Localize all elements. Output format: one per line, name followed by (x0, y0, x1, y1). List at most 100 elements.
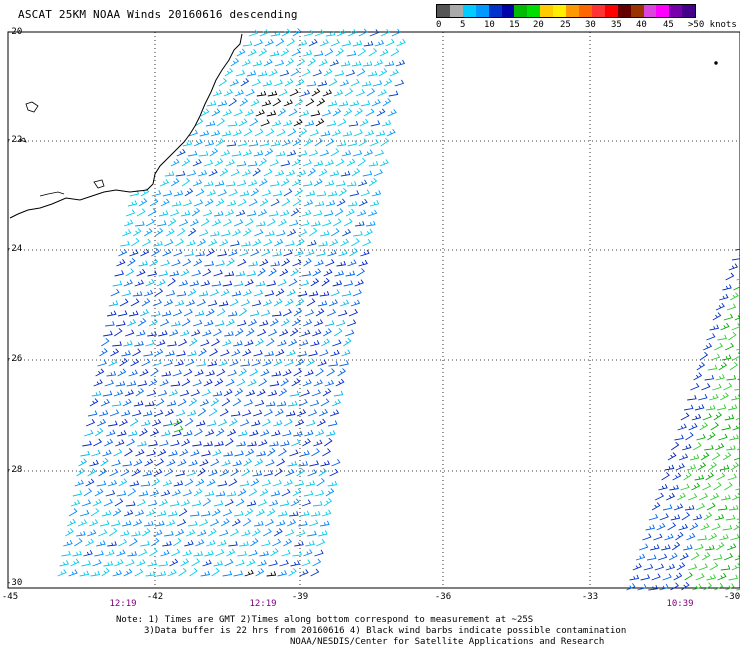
wind-barb (236, 48, 246, 57)
wind-barb (302, 49, 313, 57)
wind-barb (221, 230, 231, 237)
wind-barb (109, 409, 120, 417)
wind-barb (658, 483, 668, 491)
wind-barb (209, 348, 219, 357)
wind-barb (266, 508, 276, 517)
wind-barb (220, 288, 230, 297)
wind-barb (327, 249, 337, 257)
wind-barb (304, 369, 314, 377)
wind-barb (688, 423, 698, 431)
wind-barb (169, 418, 180, 426)
wind-barb (83, 549, 93, 557)
wind-barb (325, 488, 335, 497)
wind-barb (208, 238, 218, 247)
wind-barb (651, 502, 661, 511)
wind-barb (180, 210, 191, 217)
wind-barb (233, 570, 244, 577)
wind-barb (203, 378, 213, 387)
wind-barb (366, 88, 376, 97)
wind-barb (96, 418, 107, 427)
wind-barb (263, 238, 273, 247)
wind-barb (356, 268, 366, 277)
wind-barb (186, 469, 196, 477)
wind-barb (138, 428, 148, 437)
wind-barb (153, 468, 163, 477)
wind-barb (145, 278, 155, 287)
wind-barb (265, 230, 275, 237)
wind-barb (142, 410, 153, 417)
wind-barb (294, 98, 304, 107)
wind-barb (250, 478, 260, 487)
wind-barb (303, 258, 312, 267)
wind-barb (255, 568, 265, 577)
wind-barb (153, 240, 163, 247)
wind-barb (180, 329, 190, 337)
wind-barb (115, 439, 125, 447)
wind-barb (211, 338, 220, 347)
wind-barb (347, 140, 358, 147)
wind-barb (301, 209, 312, 217)
colorbar-label: 25 (560, 20, 571, 30)
wind-barb (367, 70, 378, 77)
wind-barb (151, 419, 162, 427)
wind-barb (268, 559, 278, 567)
wind-barb (219, 468, 229, 477)
wind-barb (705, 544, 715, 551)
wind-barb (329, 468, 339, 477)
wind-barb (128, 430, 138, 437)
wind-barb (189, 337, 198, 347)
wind-barb (723, 313, 734, 321)
wind-barb (280, 378, 290, 387)
wind-barb (373, 59, 383, 67)
wind-barb (122, 460, 133, 467)
wind-barb (256, 90, 267, 97)
wind-barb (299, 279, 310, 287)
wind-barb (217, 100, 228, 107)
wind-barb (353, 230, 363, 237)
lon-label: -33 (581, 592, 599, 602)
wind-barb (221, 459, 231, 467)
wind-barb (246, 210, 257, 217)
wind-barb (293, 307, 303, 317)
wind-barb (230, 410, 241, 417)
wind-barb (216, 368, 226, 377)
colorbar-swatch (462, 5, 476, 17)
wind-barb (218, 359, 228, 367)
wind-barb (296, 58, 306, 67)
wind-barb (149, 548, 158, 557)
wind-barb (206, 248, 215, 257)
wind-barb (288, 108, 298, 117)
wind-barb (164, 408, 174, 417)
wind-barb (215, 198, 225, 207)
wind-barb (694, 543, 704, 551)
wind-barb (131, 237, 140, 247)
wind-barb (735, 417, 740, 421)
wind-barb (288, 568, 297, 577)
wind-barb (195, 251, 205, 257)
colorbar-swatch (501, 5, 515, 17)
wind-barb (169, 209, 180, 217)
wind-barb (289, 88, 299, 97)
wind-barb (226, 200, 237, 207)
wind-barb (155, 520, 165, 527)
wind-barb (182, 549, 192, 557)
wind-barb (297, 290, 308, 297)
wind-barb (173, 249, 183, 257)
wind-barb (150, 428, 160, 437)
wind-barb (345, 270, 356, 277)
wind-barb (192, 440, 202, 447)
wind-barb (136, 268, 146, 277)
wind-barb (349, 190, 360, 197)
wind-barb (270, 261, 281, 267)
wind-barb (291, 48, 301, 57)
wind-barb (257, 267, 266, 277)
wind-barb (726, 374, 737, 381)
wind-barb (76, 530, 86, 537)
wind-barb (662, 573, 672, 581)
wind-barb (165, 350, 175, 357)
wind-barb (320, 230, 330, 237)
wind-barb (308, 290, 319, 297)
wind-barb (337, 368, 347, 377)
wind-barb (257, 559, 267, 567)
wind-barb (691, 482, 701, 491)
